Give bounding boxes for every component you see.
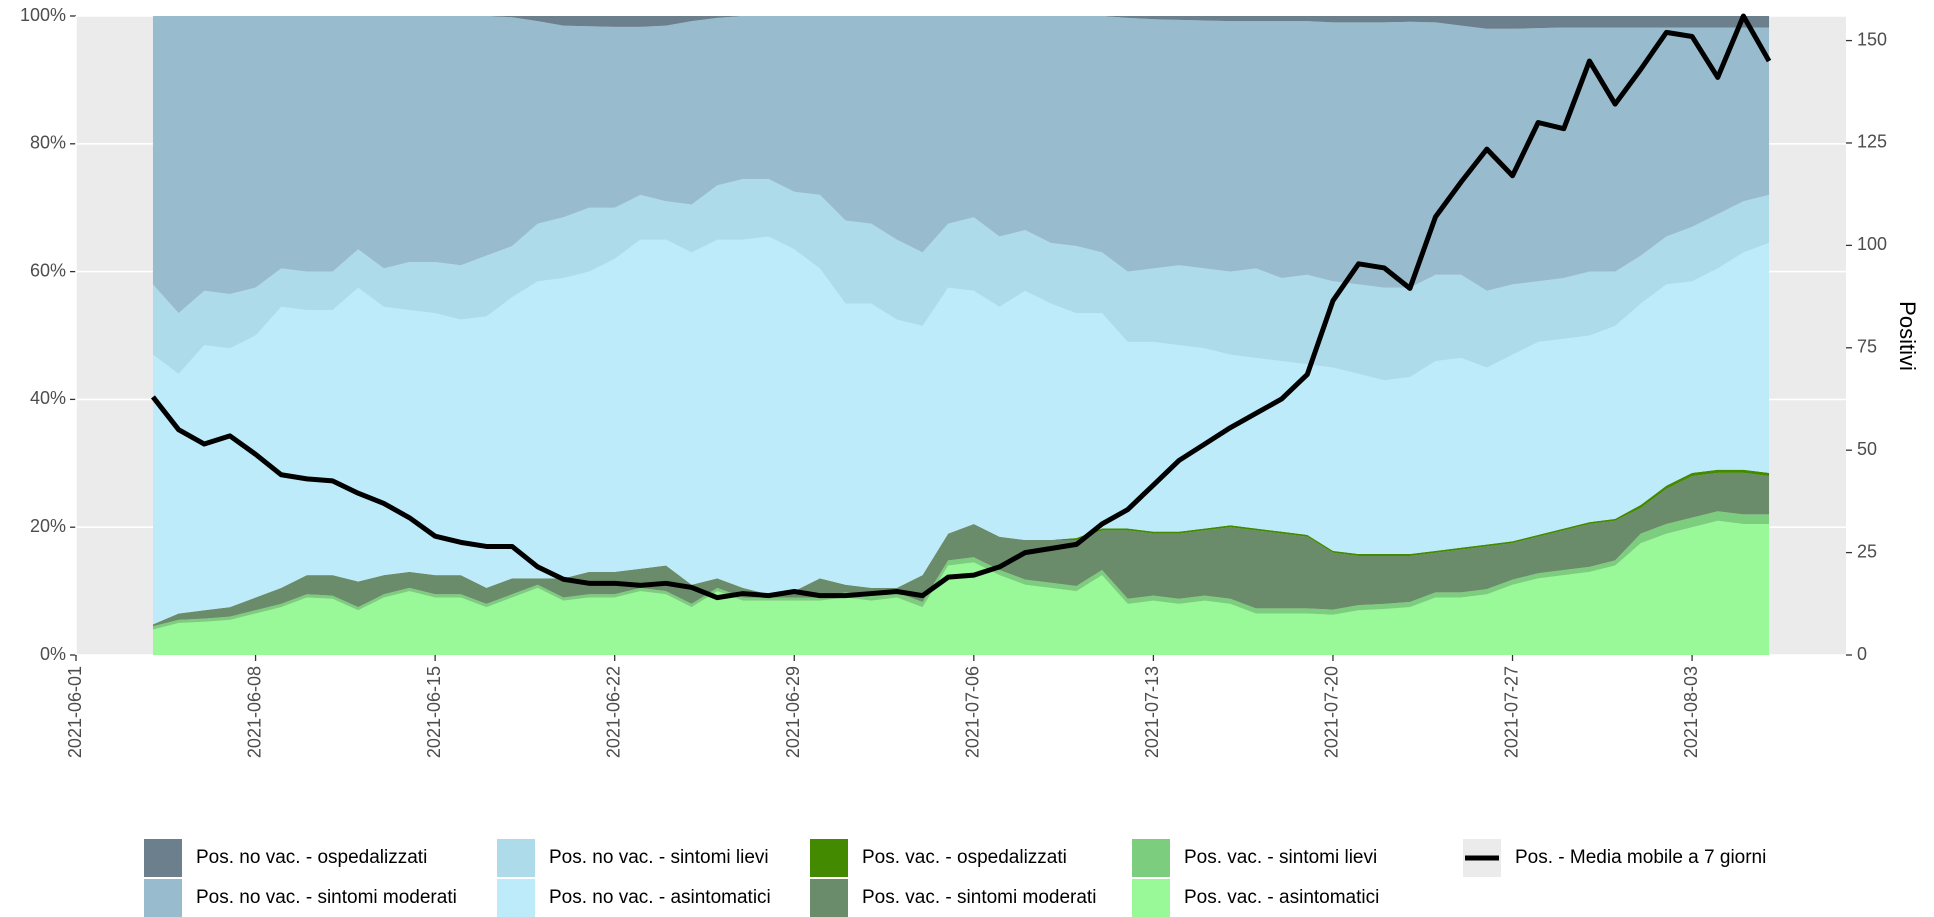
x-tick-label: 2021-08-03 — [1681, 666, 1701, 758]
legend-key — [1132, 839, 1170, 877]
x-tick-label: 2021-06-08 — [244, 666, 264, 758]
area — [152, 16, 1770, 29]
legend-label: Pos. vac. - sintomi lievi — [1184, 847, 1377, 868]
y-tick-label: 20% — [30, 516, 66, 536]
x-tick-label: 2021-06-22 — [603, 666, 623, 758]
legend-label: Pos. no vac. - ospedalizzati — [196, 847, 427, 868]
y2-tick-label: 50 — [1857, 439, 1877, 459]
y-tick-label: 0% — [40, 644, 66, 664]
x-tick-label: 2021-06-29 — [783, 666, 803, 758]
legend-key — [810, 879, 848, 917]
y2-tick-label: 150 — [1857, 29, 1887, 49]
legend-key — [497, 839, 535, 877]
line — [150, 13, 1772, 601]
x-tick-label: 2021-07-06 — [963, 666, 983, 758]
legend-key — [144, 879, 182, 917]
y2-tick-label: 100 — [1857, 234, 1887, 254]
area — [152, 520, 1770, 655]
area — [152, 16, 1770, 314]
y-tick-label: 40% — [30, 388, 66, 408]
area — [152, 178, 1770, 381]
legend-label: Pos. no vac. - sintomi moderati — [196, 887, 457, 908]
y2-tick-label: 25 — [1857, 541, 1877, 561]
legend-label: Pos. no vac. - sintomi lievi — [549, 847, 769, 868]
y-tick-label: 60% — [30, 260, 66, 280]
x-tick-label: 2021-07-13 — [1142, 666, 1162, 758]
x-tick-label: 2021-07-27 — [1501, 666, 1521, 758]
legend-key — [497, 879, 535, 917]
legend-key — [1132, 879, 1170, 917]
y2-tick-label: 125 — [1857, 132, 1887, 152]
y2-tick-label: 0 — [1857, 644, 1867, 664]
x-tick-label: 2021-06-01 — [65, 666, 85, 758]
y2-axis-title: Positivi — [1895, 301, 1920, 371]
legend-label: Pos. no vac. - asintomatici — [549, 887, 771, 908]
x-tick-label: 2021-07-20 — [1322, 666, 1342, 758]
legend-label: Pos. - Media mobile a 7 giorni — [1515, 847, 1766, 868]
legend-label: Pos. vac. - ospedalizzati — [862, 847, 1067, 868]
area — [152, 472, 1770, 627]
area — [152, 236, 1770, 625]
y-tick-label: 80% — [30, 133, 66, 153]
legend-key — [144, 839, 182, 877]
y-tick-label: 100% — [20, 5, 66, 25]
legend-key — [810, 839, 848, 877]
y2-tick-label: 75 — [1857, 337, 1877, 357]
x-tick-label: 2021-06-15 — [424, 666, 444, 758]
legend-label: Pos. vac. - asintomatici — [1184, 887, 1379, 908]
legend-label: Pos. vac. - sintomi moderati — [862, 887, 1096, 908]
